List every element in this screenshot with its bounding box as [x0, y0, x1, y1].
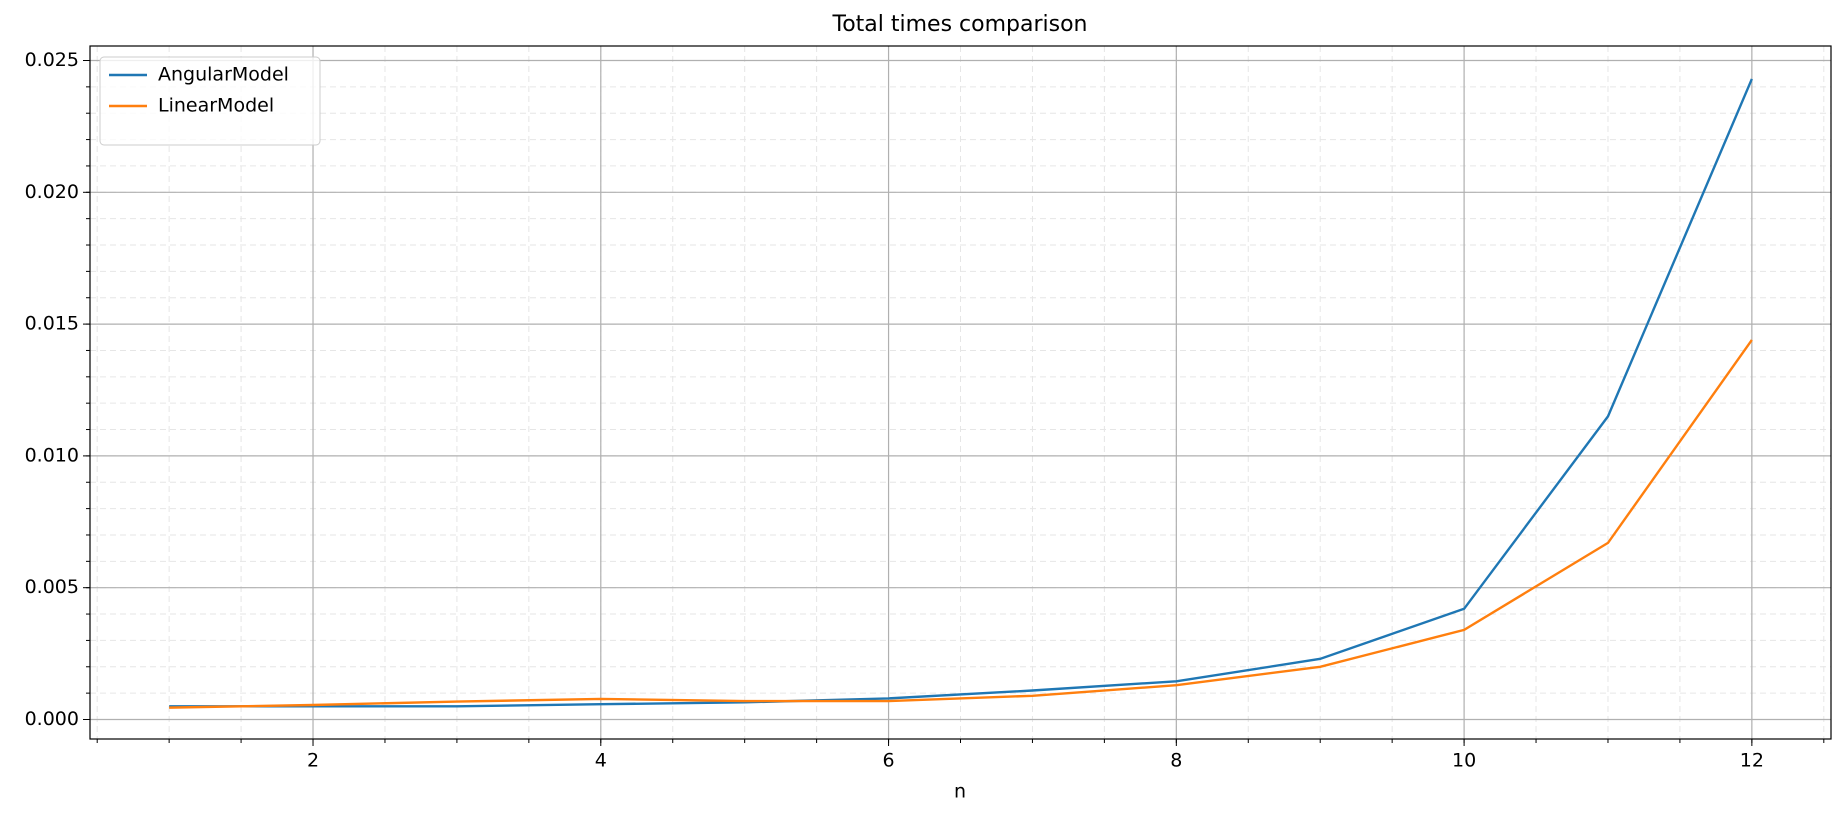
chart-title: Total times comparison	[832, 12, 1088, 37]
legend-label: LinearModel	[158, 95, 274, 117]
y-tick-label: 0.000	[25, 708, 79, 730]
y-tick-label: 0.025	[25, 49, 79, 71]
legend-box	[99, 56, 321, 146]
series-line	[169, 339, 1753, 709]
legend-label: AngularModel	[158, 64, 289, 86]
x-tick-label: 4	[595, 750, 607, 772]
legend: AngularModel LinearModel	[99, 56, 321, 146]
y-tick-label: 0.005	[25, 576, 79, 598]
x-tick-label: 2	[307, 750, 319, 772]
x-tick-label: 8	[1170, 750, 1182, 772]
series-line	[169, 78, 1753, 708]
x-axis-label: n	[954, 781, 966, 803]
y-tick-label: 0.020	[25, 181, 79, 203]
plot-frame	[89, 45, 1832, 740]
x-tick-label: 12	[1740, 750, 1764, 772]
x-tick-label: 6	[883, 750, 895, 772]
y-tick-label: 0.010	[25, 444, 79, 466]
x-tick-label: 10	[1452, 750, 1476, 772]
y-tick-label: 0.015	[25, 313, 79, 335]
